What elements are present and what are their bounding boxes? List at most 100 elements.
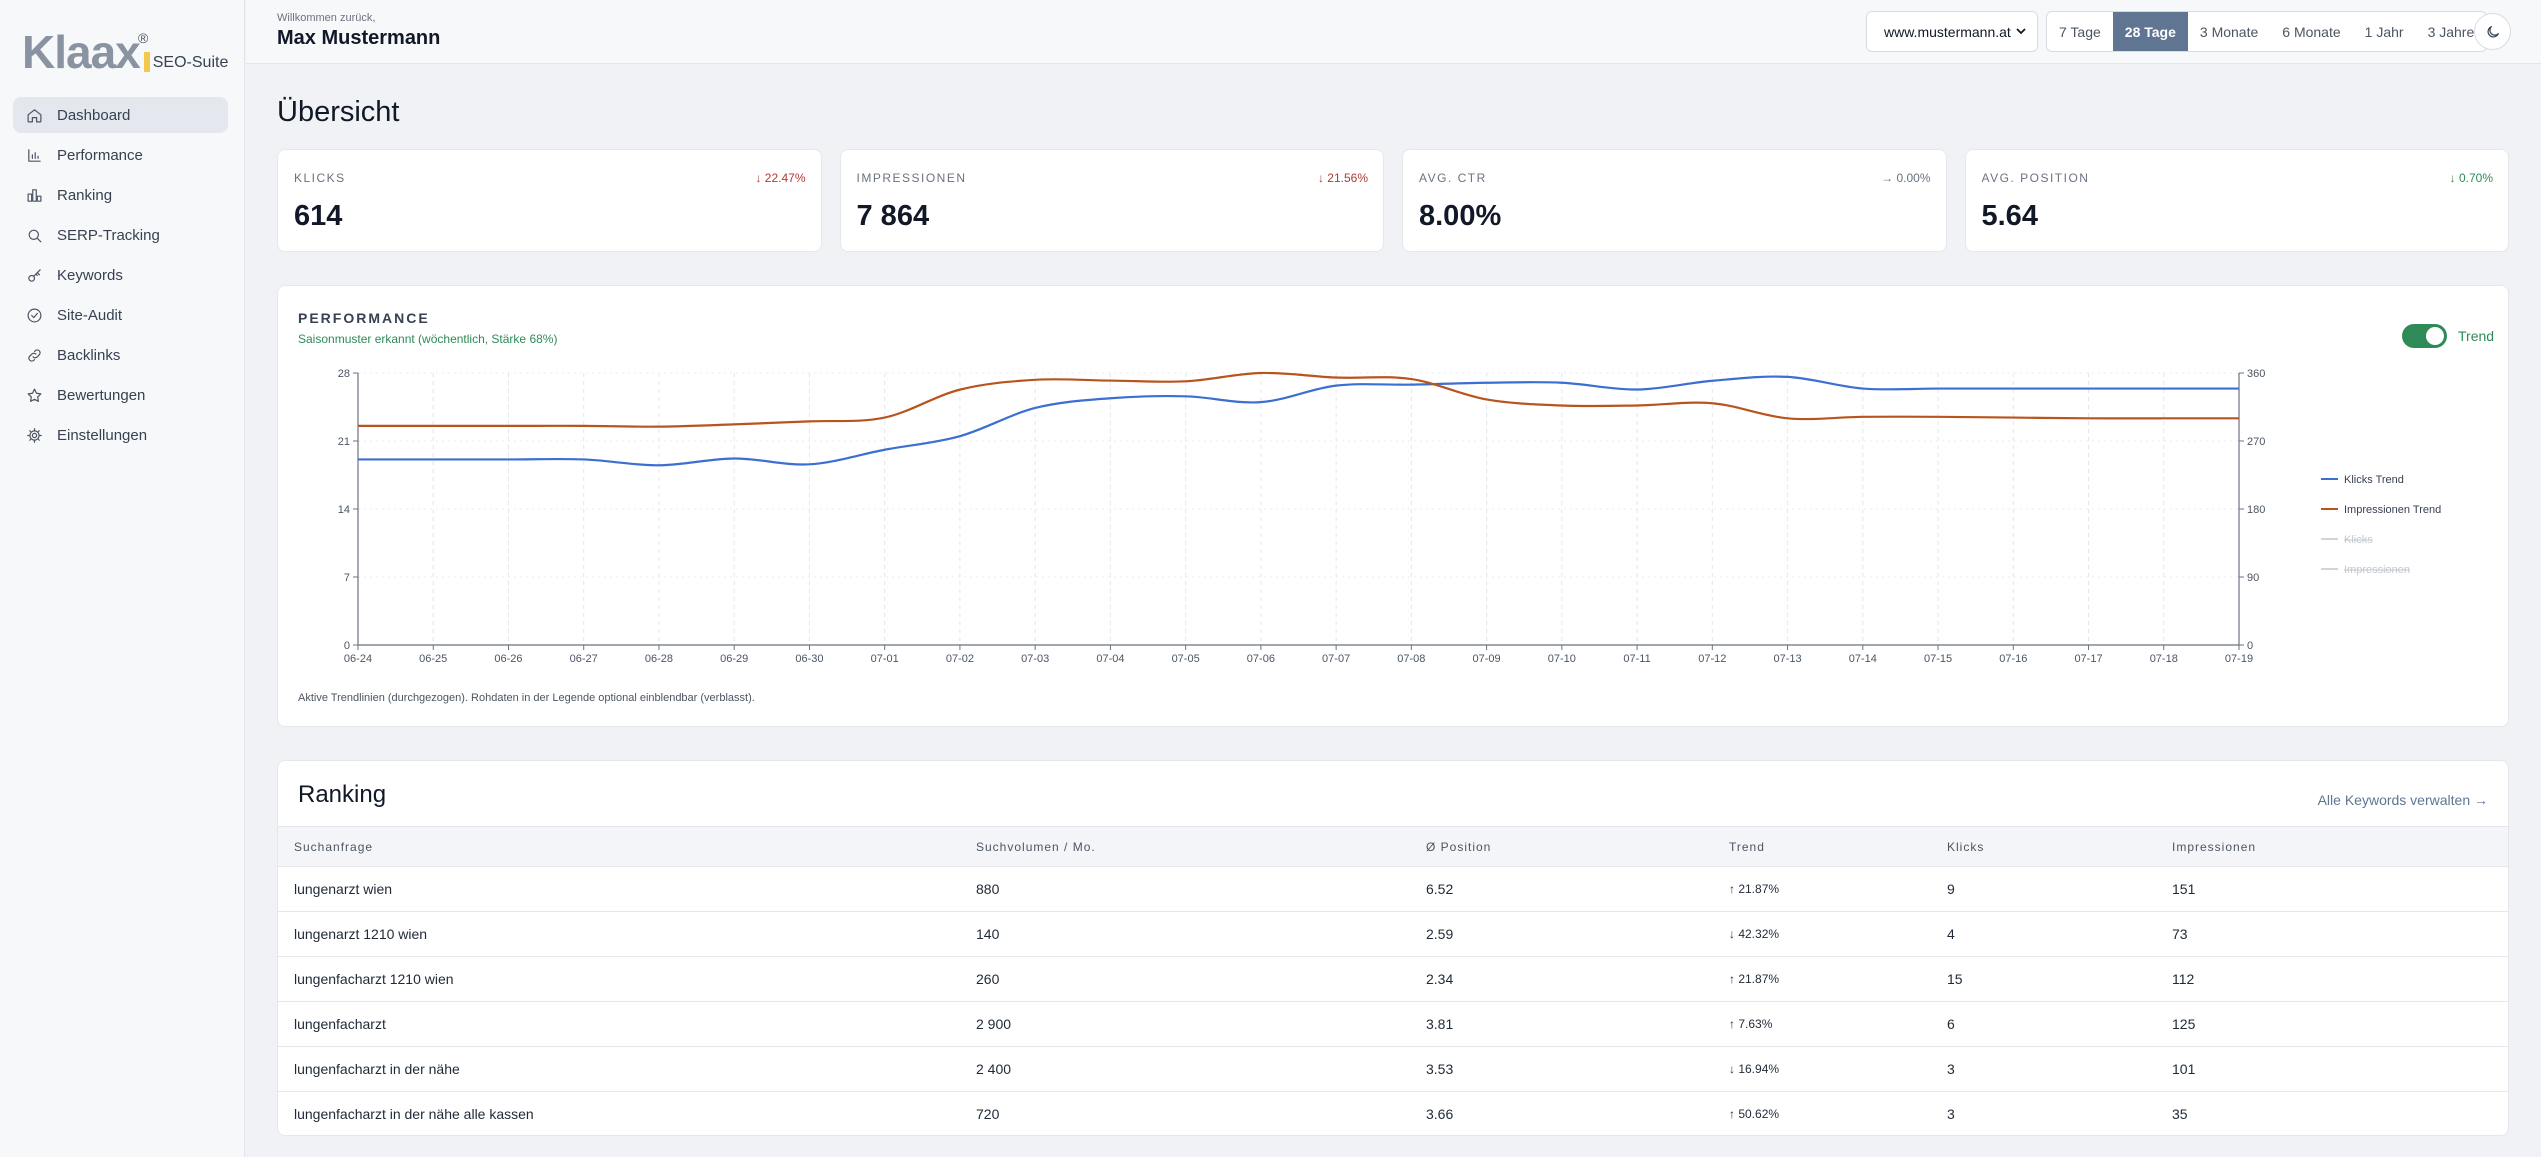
sidebar-item-dashboard[interactable]: Dashboard (13, 97, 228, 133)
cell-impressions: 101 (2156, 1046, 2508, 1092)
sidebar-item-einstellungen[interactable]: Einstellungen (13, 417, 228, 453)
sidebar-item-site-audit[interactable]: Site-Audit (13, 297, 228, 333)
cell-query: lungenarzt 1210 wien (278, 911, 960, 957)
top-bar: Willkommen zurück, Max Mustermann www.mu… (246, 0, 2541, 64)
sidebar-item-keywords[interactable]: Keywords (13, 257, 228, 293)
kpi-card-klicks: KLICKS ↓ 22.47% 614 (277, 149, 822, 252)
x-tick-label: 07-12 (1698, 653, 1726, 665)
sidebar-item-label: Bewertungen (57, 386, 146, 404)
cell-trend: ↑ 21.87% (1713, 866, 1931, 912)
legend-label-klicks-trend: Klicks Trend (2344, 474, 2404, 486)
kpi-card-avg-ctr: AVG. CTR → 0.00% 8.00% (1402, 149, 1947, 252)
table-row[interactable]: lungenarzt wien 880 6.52 ↑ 21.87% 9 151 (278, 866, 2508, 912)
cell-volume: 2 400 (960, 1046, 1410, 1092)
domain-select[interactable]: www.mustermann.at (1866, 11, 2038, 52)
key-icon (28, 268, 41, 282)
cell-impressions: 151 (2156, 866, 2508, 912)
logo-accent-bar (143, 52, 150, 72)
cell-position: 3.81 (1410, 1001, 1713, 1047)
ranking-table: Suchanfrage Suchvolumen / Mo. Ø Position… (278, 826, 2508, 1135)
kpi-value: 5.64 (1981, 200, 2038, 232)
home-icon (27, 108, 42, 122)
range-3-monate[interactable]: 3 Monate (2199, 23, 2259, 40)
cell-position: 3.53 (1410, 1046, 1713, 1092)
sidebar-item-performance[interactable]: Performance (13, 137, 228, 173)
cell-impressions: 73 (2156, 911, 2508, 957)
sidebar-item-label: Einstellungen (57, 426, 148, 444)
kpi-row: KLICKS ↓ 22.47% 614 IMPRESSIONEN ↓ 21.56… (277, 149, 2509, 252)
date-range-selector: 7 Tage 28 Tage 3 Monate 6 Monate 1 Jahr … (2046, 11, 2488, 52)
table-row[interactable]: lungenfacharzt in der nähe 2 400 3.53 ↓ … (278, 1046, 2508, 1092)
x-tick-label: 07-17 (2074, 653, 2102, 665)
kpi-label: AVG. POSITION (1981, 171, 2090, 185)
cell-position: 3.66 (1410, 1091, 1713, 1135)
moon-icon (2487, 25, 2499, 37)
x-tick-label: 07-11 (1623, 653, 1650, 665)
kpi-delta: → 0.00% (1881, 171, 1930, 185)
table-header-row: Suchanfrage Suchvolumen / Mo. Ø Position… (278, 826, 2508, 867)
cell-trend: ↓ 42.32% (1713, 911, 1931, 957)
cell-impressions: 35 (2156, 1091, 2508, 1135)
column-header-clicks[interactable]: Klicks (1931, 826, 2156, 867)
x-tick-label: 07-19 (2225, 653, 2253, 665)
x-tick-label: 06-29 (720, 653, 748, 665)
column-header-position[interactable]: Ø Position (1410, 826, 1713, 867)
x-tick-label: 07-15 (1924, 653, 1952, 665)
series-line-klicks-trend (358, 375, 2239, 467)
series-line-impressionen-trend (357, 371, 2239, 428)
welcome-text: Willkommen zurück, (277, 12, 376, 24)
table-row[interactable]: lungenfacharzt 1210 wien 260 2.34 ↑ 21.8… (278, 956, 2508, 1002)
performance-chart: 06-24 06-25 06-26 06-27 06-28 06-29 06-30 07-01… (338, 368, 2441, 665)
table-row[interactable]: lungenarzt 1210 wien 140 2.59 ↓ 42.32% 4… (278, 911, 2508, 957)
x-tick-label: 07-07 (1322, 653, 1350, 665)
column-header-impressions[interactable]: Impressionen (2156, 826, 2508, 867)
range-1-jahr[interactable]: 1 Jahr (2364, 23, 2404, 40)
cell-query: lungenfacharzt 1210 wien (278, 956, 960, 1002)
x-tick-label: 07-06 (1247, 653, 1275, 665)
sidebar: Klaax ® SEO-Suite Dashboard Performance … (0, 0, 245, 1157)
table-row[interactable]: lungenfacharzt in der nähe alle kassen 7… (278, 1091, 2508, 1135)
range-7-tage[interactable]: 7 Tage (2059, 23, 2101, 40)
sidebar-item-bewertungen[interactable]: Bewertungen (13, 377, 228, 413)
cell-volume: 2 900 (960, 1001, 1410, 1047)
legend-label-impressionen-trend: Impressionen Trend (2344, 504, 2441, 516)
cell-trend: ↑ 50.62% (1713, 1091, 1931, 1135)
y-right-tick-label: 180 (2247, 504, 2265, 516)
sidebar-item-backlinks[interactable]: Backlinks (13, 337, 228, 373)
table-row[interactable]: lungenfacharzt 2 900 3.81 ↑ 7.63% 6 125 (278, 1001, 2508, 1047)
range-3-jahre[interactable]: 3 Jahre (2427, 23, 2475, 40)
range-6-monate[interactable]: 6 Monate (2282, 23, 2341, 40)
sidebar-item-label: Site-Audit (57, 306, 123, 324)
legend-label-impressionen: Impressionen (2344, 564, 2410, 576)
kpi-label: KLICKS (294, 171, 346, 185)
column-header-volume[interactable]: Suchvolumen / Mo. (960, 826, 1410, 867)
kpi-value: 614 (294, 200, 343, 232)
trend-toggle[interactable] (2402, 324, 2447, 348)
theme-toggle-button[interactable] (2474, 13, 2511, 50)
x-tick-label: 06-24 (344, 653, 372, 665)
kpi-delta-value: 0.00% (1896, 171, 1931, 185)
logo[interactable]: Klaax ® SEO-Suite (22, 29, 228, 75)
sidebar-item-ranking[interactable]: Ranking (13, 177, 228, 213)
page-title: Übersicht (277, 96, 400, 128)
x-tick-label: 06-28 (645, 653, 673, 665)
x-tick-label: 06-25 (419, 653, 447, 665)
link-icon (28, 348, 41, 362)
y-left-tick-label: 7 (344, 572, 350, 584)
sidebar-item-label: Performance (57, 146, 143, 164)
column-header-query[interactable]: Suchanfrage (278, 826, 960, 867)
performance-title: PERFORMANCE (298, 310, 430, 326)
column-header-trend[interactable]: Trend (1713, 826, 1931, 867)
kpi-label: AVG. CTR (1419, 171, 1487, 185)
cell-volume: 720 (960, 1091, 1410, 1135)
ranking-title: Ranking (298, 781, 387, 808)
sidebar-item-serp-tracking[interactable]: SERP-Tracking (13, 217, 228, 253)
performance-card: PERFORMANCE Saisonmuster erkannt (wöchen… (277, 285, 2509, 727)
manage-keywords-link[interactable]: Alle Keywords verwalten → (2317, 792, 2488, 808)
x-tick-label: 07-02 (946, 653, 974, 665)
range-28-tage[interactable]: 28 Tage (2112, 12, 2188, 51)
kpi-delta: ↓ 22.47% (755, 171, 805, 185)
y-right-tick-label: 90 (2247, 572, 2259, 584)
arrow-right-icon: → (1881, 171, 1894, 185)
x-tick-label: 07-14 (1849, 653, 1877, 665)
